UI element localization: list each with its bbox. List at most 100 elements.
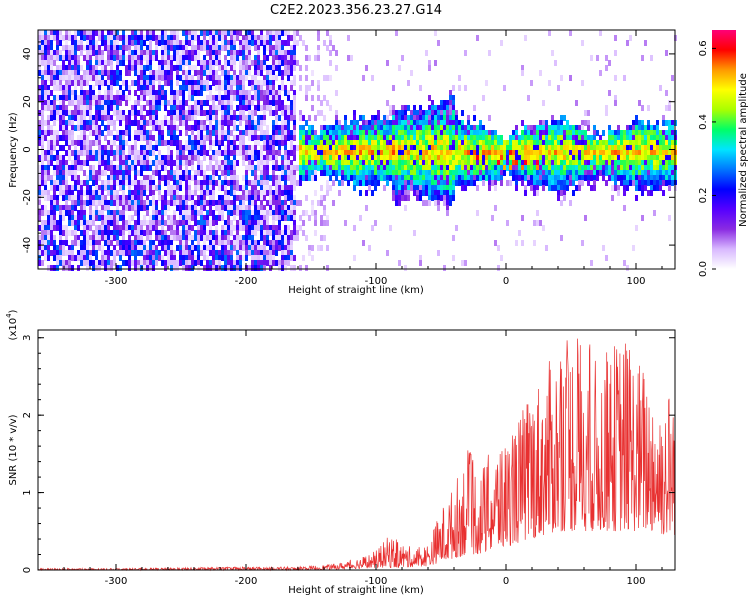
spectrogram-cell [182,65,185,71]
spectrogram-cell [605,160,608,166]
spectrogram-cell [140,260,143,266]
spectrogram-cell [455,155,458,161]
spectrogram-cell [476,155,479,161]
spectrogram-cell [41,240,44,246]
spectrogram-cell [245,105,248,111]
spectrogram-cell [95,215,98,221]
spectrogram-cell [53,140,56,146]
spectrogram-cell [44,35,47,41]
spectrogram-cell [80,255,83,261]
spectrogram-cell [134,35,137,41]
spectrogram-cell [53,245,56,251]
spectrogram-cell [95,245,98,251]
spectrogram-cell [476,165,479,171]
spectrogram-cell [224,105,227,111]
spectrogram-cell [98,135,101,141]
spectrogram-cell [122,40,125,46]
spectrogram-cell [338,155,341,161]
spectrogram-cell [242,150,245,156]
spectrogram-cell [179,230,182,236]
spectrogram-cell [137,40,140,46]
spectrogram-cell [134,175,137,181]
spectrogram-cell [437,40,440,46]
spectrogram-cell [233,40,236,46]
spectrogram-cell [77,210,80,216]
spectrogram-cell [71,55,74,61]
spectrogram-cell [50,75,53,81]
spectrogram-cell [602,160,605,166]
spectrogram-cell [290,110,293,116]
spectrogram-cell [398,150,401,156]
spectrogram-cell [302,125,305,131]
spectrogram-cell [527,135,530,141]
spectrogram-cell [95,65,98,71]
spectrogram-cell [134,225,137,231]
spectrogram-cell [251,80,254,86]
spectrogram-cell [419,260,422,266]
spectrogram-cell [128,45,131,51]
spectrogram-cell [368,160,371,166]
spectrogram-cell [152,255,155,261]
spectrogram-cell [74,150,77,156]
spectrogram-cell [416,175,419,181]
spectrogram-cell [50,105,53,111]
spectrogram-cell [452,105,455,111]
spectrogram-cell [239,120,242,126]
spectrogram-cell [128,150,131,156]
spectrogram-cell [179,100,182,106]
spectrogram-cell [281,215,284,221]
spectrogram-cell [134,250,137,256]
spectrogram-cell [71,165,74,171]
spectrogram-cell [134,135,137,141]
spectrogram-cell [551,170,554,176]
spectrogram-cell [257,165,260,171]
spectrogram-cell [263,155,266,161]
spectrogram-cell [560,120,563,126]
spectrogram-cell [53,155,56,161]
spectrogram-cell [245,185,248,191]
spectrogram-cell [362,130,365,136]
spectrogram-cell [206,245,209,251]
spectrogram-cell [143,135,146,141]
spectrogram-cell [44,230,47,236]
spectrogram-cell [182,195,185,201]
spectrogram-cell [527,125,530,131]
spectrogram-cell [524,165,527,171]
spectrogram-cell [257,125,260,131]
spectrogram-cell [206,125,209,131]
spectrogram-cell [407,120,410,126]
spectrogram-cell [134,30,137,36]
spectrogram-cell [392,170,395,176]
spectrogram-cell [446,100,449,106]
spectrogram-cell [152,205,155,211]
spectrogram-cell [191,250,194,256]
spectrogram-cell [53,225,56,231]
spectrogram-cell [419,115,422,121]
spectrogram-cell [59,190,62,196]
spectrogram-cell [206,40,209,46]
spectrogram-cell [116,135,119,141]
spectrogram-cell [116,50,119,56]
spectrogram-cell [194,120,197,126]
spectrogram-cell [596,140,599,146]
spectrogram-cell [182,260,185,266]
spectrogram-cell [293,40,296,46]
spectrogram-cell [485,80,488,86]
spectrogram-cell [104,260,107,266]
spectrogram-cell [302,130,305,136]
spectrogram-cell [470,160,473,166]
spectrogram-cell [80,40,83,46]
spectrogram-cell [239,265,242,271]
spectrogram-cell [89,100,92,106]
spectrogram-cell [56,150,59,156]
spectrogram-cell [77,255,80,261]
spectrogram-cell [371,135,374,141]
spectrogram-cell [98,110,101,116]
spectrogram-cell [227,195,230,201]
spectrogram-cell [260,60,263,66]
spectrogram-cell [488,160,491,166]
spectrogram-cell [188,245,191,251]
spectrogram-cell [323,160,326,166]
spectrogram-cell [239,135,242,141]
spectrogram-cell [257,105,260,111]
